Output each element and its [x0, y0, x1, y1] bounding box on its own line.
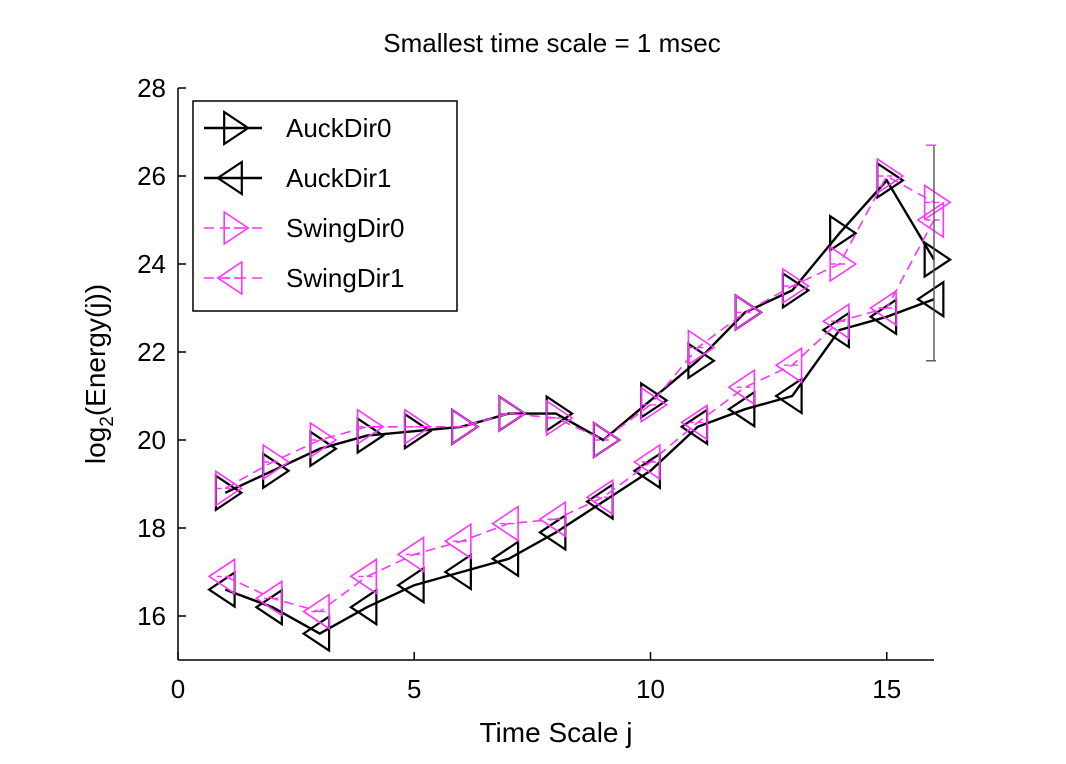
- data-point: [593, 421, 621, 459]
- y-tick-label: 20: [137, 425, 166, 455]
- series-line: [224, 219, 935, 613]
- data-point: [348, 588, 378, 627]
- data-point: [396, 566, 425, 605]
- data-point: [687, 329, 716, 367]
- y-axis-title-rest: (Energy(j)): [80, 284, 111, 416]
- legend-item-AuckDir1: AuckDir1: [204, 159, 391, 197]
- data-point: [774, 346, 803, 384]
- error-bar-layer: [926, 144, 936, 362]
- y-tick-label: 28: [137, 73, 166, 103]
- data-point: [774, 376, 803, 416]
- x-tick-label: 10: [636, 674, 665, 704]
- data-point: [781, 271, 811, 310]
- data-point: [829, 214, 858, 253]
- legend-item-AuckDir0: AuckDir0: [204, 109, 391, 147]
- data-point: [404, 408, 432, 446]
- legend-label: SwingDir0: [286, 213, 405, 243]
- data-point: [302, 593, 330, 631]
- legend-label: AuckDir0: [286, 113, 391, 143]
- y-ticks: 16 18 20 22 24 26 28: [137, 73, 186, 631]
- y-tick-label: 26: [137, 161, 166, 191]
- data-point: [443, 522, 472, 560]
- data-point: [262, 443, 291, 481]
- x-axis-title: Time Scale j: [479, 717, 632, 748]
- data-point: [923, 240, 953, 279]
- data-point: [640, 386, 669, 424]
- data-point: [821, 302, 850, 340]
- y-axis-title-subscript: 2: [97, 416, 118, 427]
- data-point: [396, 535, 425, 573]
- series-line: [224, 298, 935, 635]
- series-line: [224, 178, 936, 494]
- series-SwingDir0: [215, 157, 952, 507]
- data-point: [207, 570, 236, 609]
- data-point: [726, 390, 756, 429]
- data-point: [349, 557, 378, 595]
- series-line: [224, 174, 935, 490]
- y-axis-title-main: log: [80, 427, 111, 464]
- y-tick-label: 18: [137, 513, 166, 543]
- data-point: [451, 408, 480, 446]
- data-point: [491, 505, 519, 543]
- data-point: [301, 614, 331, 653]
- data-point: [916, 201, 945, 239]
- data-point: [876, 161, 905, 200]
- data-point: [214, 473, 244, 512]
- data-point: [215, 469, 243, 507]
- data-point: [215, 159, 243, 197]
- x-tick-label: 5: [407, 674, 421, 704]
- y-tick-label: 16: [137, 601, 166, 631]
- data-point: [538, 500, 567, 538]
- data-point: [223, 109, 251, 147]
- data-point: [876, 157, 905, 195]
- y-axis-title: log2(Energy(j)): [80, 284, 118, 464]
- legend-label: AuckDir1: [286, 163, 391, 193]
- data-point: [356, 408, 385, 446]
- data-point: [216, 260, 243, 296]
- data-point: [537, 513, 567, 552]
- data-point: [309, 421, 338, 459]
- data-point: [443, 552, 472, 592]
- x-tick-label: 0: [171, 674, 185, 704]
- series-SwingDir1: [207, 201, 945, 631]
- legend: AuckDir0 AuckDir1 SwingDir0 SwingDir1: [192, 100, 458, 312]
- data-point: [254, 579, 283, 617]
- data-point: [207, 557, 236, 595]
- data-point: [782, 267, 810, 305]
- data-point: [585, 482, 614, 521]
- data-point: [915, 280, 945, 319]
- data-point: [869, 289, 897, 327]
- y-tick-label: 24: [137, 249, 166, 279]
- data-point: [223, 210, 250, 246]
- data-point: [734, 293, 763, 331]
- x-tick-label: 15: [872, 674, 901, 704]
- series-AuckDir1: [207, 280, 945, 653]
- data-point: [727, 368, 756, 406]
- chart-title: Smallest time scale = 1 msec: [383, 28, 720, 58]
- data-point: [680, 403, 708, 441]
- data-point: [923, 183, 952, 221]
- data-point: [640, 381, 669, 420]
- data-point: [545, 399, 574, 437]
- series-layer: [207, 157, 953, 653]
- legend-item-SwingDir0: SwingDir0: [204, 210, 405, 246]
- data-point: [490, 539, 520, 578]
- legend-label: SwingDir1: [286, 263, 405, 293]
- data-point: [632, 443, 661, 481]
- data-point: [498, 395, 527, 433]
- legend-item-SwingDir1: SwingDir1: [204, 260, 405, 296]
- x-ticks: 0 5 10 15: [171, 652, 901, 704]
- y-tick-label: 22: [137, 337, 166, 367]
- axes: [177, 88, 934, 661]
- data-point: [829, 245, 858, 283]
- data-point: [585, 478, 614, 516]
